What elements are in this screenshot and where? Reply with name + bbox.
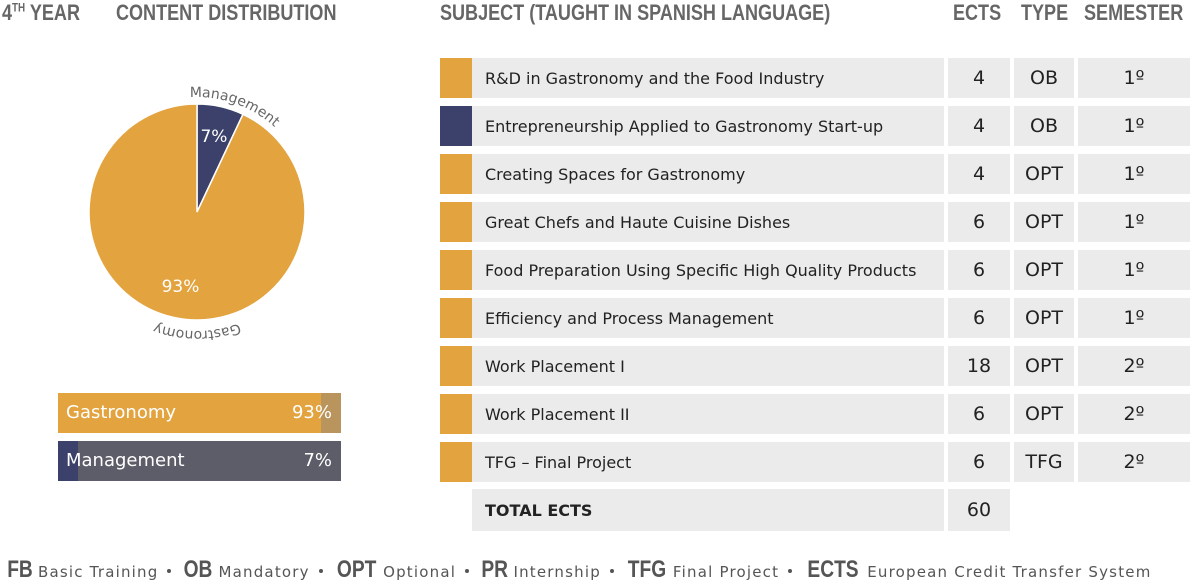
slice-label: 7% [200,127,227,147]
distribution-title: CONTENT DISTRIBUTION [116,0,337,25]
total-label: TOTAL ECTS [472,489,944,531]
column-header: SUBJECT (TAUGHT IN SPANISH LANGUAGE) [440,0,831,25]
type-cell: OPT [1014,298,1074,338]
separator-dot [318,569,323,573]
subject-cell: Great Chefs and Haute Cuisine Dishes [472,202,944,242]
semester-cell: 1º [1078,58,1190,98]
year-word: YEAR [29,0,80,25]
color-swatch [440,442,472,482]
legend-abbr: FB [7,556,33,583]
ects-cell: 6 [948,202,1010,242]
legend-text: Basic Training [38,563,159,581]
ects-cell: 4 [948,58,1010,98]
year-number: 4 [2,0,13,25]
share-bar: Gastronomy 93% [58,393,341,433]
legend-text: European Credit Transfer System [867,563,1152,581]
separator-dot [465,569,470,573]
legend-abbr: OPT [336,556,377,583]
subject-cell: TFG – Final Project [472,442,944,482]
type-cell: TFG [1014,442,1074,482]
color-swatch [440,154,472,194]
type-cell: OPT [1014,346,1074,386]
color-swatch [440,298,472,338]
type-cell: OPT [1014,202,1074,242]
share-bar-value: 93% [291,402,332,423]
type-cell: OPT [1014,250,1074,290]
legend: FB Basic Training OB Mandatory OPT Optional PR… [4,556,1152,583]
total-value: 60 [948,489,1010,531]
ects-cell: 6 [948,442,1010,482]
legend-text: Internship [513,563,601,581]
type-cell: OPT [1014,154,1074,194]
share-bar: Management 7% [58,441,341,481]
type-cell: OB [1014,58,1074,98]
semester-cell: 1º [1078,250,1190,290]
legend-abbr: OB [184,556,213,583]
color-swatch [440,202,472,242]
ects-cell: 6 [948,250,1010,290]
color-swatch [440,346,472,386]
semester-cell: 1º [1078,106,1190,146]
semester-cell: 2º [1078,442,1190,482]
share-bar-name: Gastronomy [66,402,177,423]
semester-cell: 2º [1078,394,1190,434]
subject-cell: Work Placement I [472,346,944,386]
ects-cell: 4 [948,154,1010,194]
separator-dot [609,569,614,573]
semester-cell: 2º [1078,346,1190,386]
year-suffix: TH [12,0,26,15]
type-cell: OB [1014,106,1074,146]
ects-cell: 18 [948,346,1010,386]
subject-cell: Efficiency and Process Management [472,298,944,338]
share-bar-fill [58,393,322,433]
column-header: TYPE [1021,0,1069,25]
color-swatch [440,394,472,434]
column-header: SEMESTER [1084,0,1184,25]
separator-dot [788,569,793,573]
subject-cell: R&D in Gastronomy and the Food Industry [472,58,944,98]
subject-cell: Food Preparation Using Specific High Qua… [472,250,944,290]
type-cell: OPT [1014,394,1074,434]
ects-cell: 6 [948,298,1010,338]
color-swatch [440,250,472,290]
subject-cell: Work Placement II [472,394,944,434]
subject-cell: Entrepreneurship Applied to Gastronomy S… [472,106,944,146]
year-heading: 4TH YEAR [2,0,80,26]
slice-label: 93% [162,277,200,297]
legend-abbr: PR [481,556,509,583]
legend-text: Optional [383,563,457,581]
ects-cell: 4 [948,106,1010,146]
share-bar-value: 7% [303,450,332,471]
separator-dot [167,569,172,573]
semester-cell: 1º [1078,298,1190,338]
legend-abbr: ECTS [807,556,859,583]
share-bar-name: Management [66,450,185,471]
legend-abbr: TFG [627,556,667,583]
pie-slice [88,103,306,321]
column-header: ECTS [953,0,1002,25]
subject-cell: Creating Spaces for Gastronomy [472,154,944,194]
semester-cell: 1º [1078,202,1190,242]
legend-text: Mandatory [218,563,310,581]
share-bar-fill [58,441,78,481]
ects-cell: 6 [948,394,1010,434]
legend-text: Final Project [672,563,780,581]
color-swatch [440,58,472,98]
slice-name: Gastronomy [151,320,242,343]
semester-cell: 1º [1078,154,1190,194]
slice-name-path: Gastronomy [151,320,242,343]
color-swatch [440,106,472,146]
